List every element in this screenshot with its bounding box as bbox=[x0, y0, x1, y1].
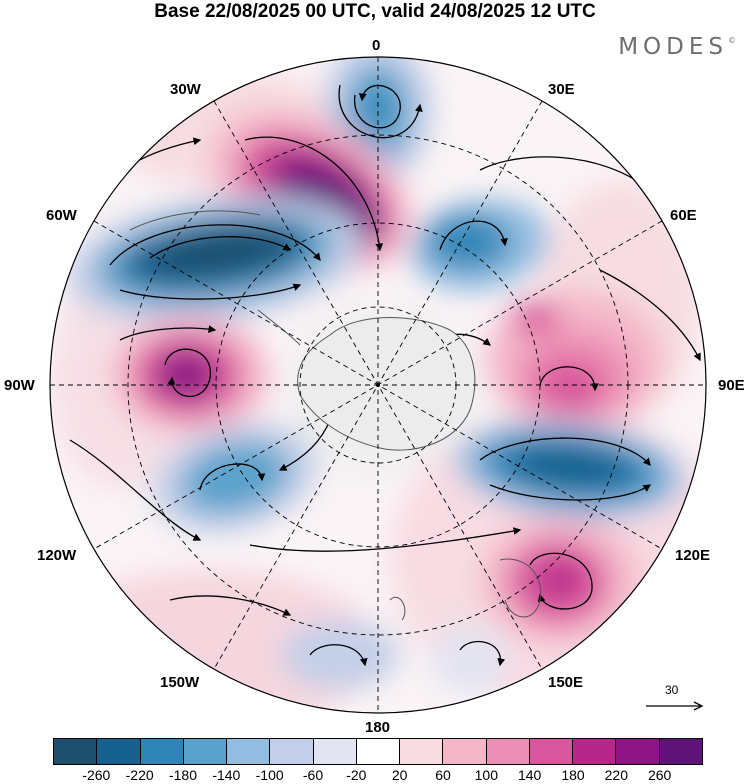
colorbar-tick-label: -100 bbox=[255, 767, 284, 783]
brand-logo: MODES© bbox=[618, 34, 736, 60]
colorbar-bin bbox=[183, 739, 228, 764]
brand-name: MODES bbox=[618, 34, 728, 60]
lon-label-60e: 60E bbox=[670, 207, 697, 224]
colorbar-bin bbox=[97, 739, 141, 764]
colorbar-ticks: -260 -220 -180 -140 -100 -60 -20 20 60 100 140 180 2… bbox=[0, 768, 750, 784]
colorbar-tick-label: -180 bbox=[168, 767, 198, 783]
coastlines bbox=[129, 210, 542, 621]
colorbar-tick-label: 220 bbox=[604, 767, 629, 783]
colorbar-bin bbox=[443, 739, 487, 764]
colorbar-tick-label: 180 bbox=[561, 767, 585, 783]
colorbar-tick-label: 260 bbox=[647, 767, 672, 783]
lon-label-90e: 90E bbox=[718, 377, 745, 394]
colorbar-bin bbox=[54, 739, 98, 764]
map-boundary bbox=[49, 56, 707, 714]
colorbar-tick-label: -20 bbox=[346, 767, 367, 783]
lon-label-120e: 120E bbox=[675, 547, 711, 564]
lon-label-150e: 150E bbox=[548, 674, 584, 691]
colorbar-tick-label: 100 bbox=[474, 767, 499, 783]
colorbar-bin bbox=[356, 739, 401, 764]
colorbar-tick-label: -260 bbox=[82, 767, 111, 783]
colorbar-tick-label: -60 bbox=[302, 767, 324, 783]
reference-vector-label: 30 bbox=[665, 683, 679, 697]
colorbar-bin bbox=[529, 739, 574, 764]
colorbar-bin bbox=[486, 739, 530, 764]
south-pole-marker bbox=[376, 383, 380, 387]
lon-label-180: 180 bbox=[365, 719, 391, 736]
colorbar-bin bbox=[573, 739, 617, 764]
colorbar-bin bbox=[616, 739, 660, 764]
colorbar bbox=[53, 738, 703, 765]
colorbar-bin bbox=[313, 739, 357, 764]
colorbar-tick-label: 20 bbox=[391, 767, 408, 783]
map-title: Base 22/08/2025 00 UTC, valid 24/08/2025… bbox=[154, 1, 596, 22]
colorbar-tick-label: -140 bbox=[212, 767, 241, 783]
colorbar-bin bbox=[227, 739, 271, 764]
lon-label-90w: 90W bbox=[4, 377, 35, 394]
colorbar-bin bbox=[140, 739, 184, 764]
colorbar-bin bbox=[400, 739, 444, 764]
lon-label-120w: 120W bbox=[37, 547, 77, 564]
colorbar-tick-label: 140 bbox=[517, 767, 542, 783]
lon-label-150w: 150W bbox=[160, 674, 200, 691]
lon-label-60w: 60W bbox=[46, 207, 77, 224]
copyright-mark: © bbox=[728, 36, 736, 45]
reference-vector-arrow bbox=[646, 701, 704, 711]
colorbar-bin bbox=[659, 739, 702, 764]
polar-stereographic-map bbox=[49, 56, 707, 714]
lon-label-30w: 30W bbox=[170, 81, 201, 98]
lon-label-0: 0 bbox=[372, 37, 381, 54]
lon-label-30e: 30E bbox=[548, 81, 575, 98]
colorbar-bin bbox=[270, 739, 314, 764]
colorbar-tick-label: -220 bbox=[125, 767, 154, 783]
colorbar-tick-label: 60 bbox=[435, 767, 451, 783]
